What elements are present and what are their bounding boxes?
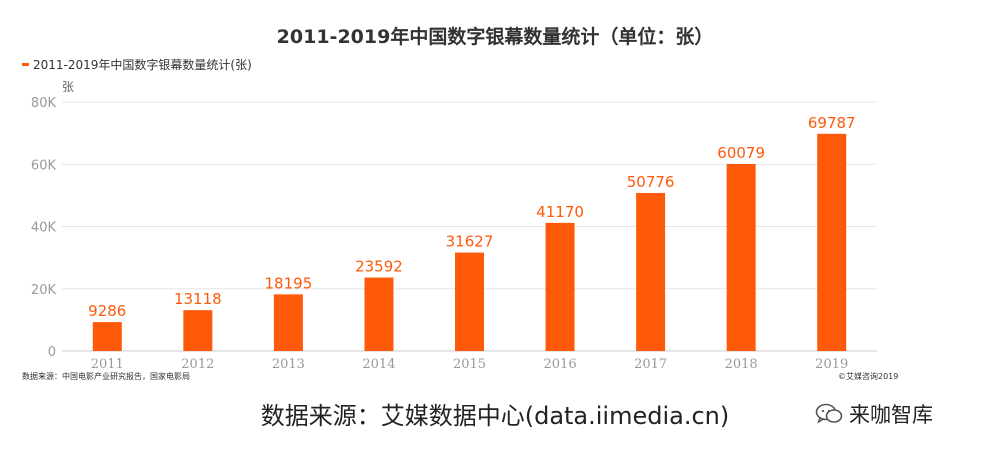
data-label: 13118 bbox=[174, 290, 222, 308]
x-tick-label: 2012 bbox=[181, 357, 214, 372]
wechat-icon bbox=[815, 403, 843, 424]
data-label: 50776 bbox=[627, 173, 675, 191]
bar bbox=[726, 164, 756, 351]
data-label: 31627 bbox=[446, 233, 494, 251]
footer-source: 数据来源：艾媒数据中心(data.iimedia.cn) bbox=[260, 402, 730, 430]
data-label: 69787 bbox=[808, 114, 856, 132]
x-tick-label: 2019 bbox=[815, 357, 848, 372]
x-tick-label: 2013 bbox=[272, 357, 305, 372]
brand-name: 来咖智库 bbox=[849, 403, 933, 427]
legend-label: 2011-2019年中国数字银幕数量统计(张) bbox=[33, 58, 252, 72]
data-label: 18195 bbox=[265, 274, 313, 292]
data-label: 23592 bbox=[355, 258, 403, 276]
legend-swatch bbox=[22, 63, 29, 66]
bar bbox=[636, 192, 666, 351]
copyright-note: ©艾媒咨询2019 bbox=[838, 372, 899, 381]
y-tick-label: 60K bbox=[31, 158, 57, 173]
bar bbox=[817, 133, 847, 351]
brand: 来咖智库 bbox=[815, 399, 933, 429]
bar bbox=[92, 322, 122, 351]
data-label: 9286 bbox=[88, 302, 126, 320]
y-axis-label: 张 bbox=[62, 80, 74, 94]
bar bbox=[545, 222, 575, 351]
chart-title: 2011-2019年中国数字银幕数量统计（单位：张） bbox=[276, 26, 714, 48]
x-tick-label: 2017 bbox=[634, 357, 667, 372]
y-tick-label: 40K bbox=[31, 221, 57, 236]
bar bbox=[455, 252, 484, 351]
y-tick-label: 0 bbox=[48, 345, 56, 360]
bar bbox=[183, 310, 213, 351]
y-tick-label: 80K bbox=[31, 96, 57, 111]
data-label: 41170 bbox=[536, 203, 584, 221]
legend: 2011-2019年中国数字银幕数量统计(张) bbox=[22, 56, 252, 73]
x-tick-label: 2018 bbox=[725, 357, 758, 372]
bar bbox=[273, 294, 303, 351]
x-tick-label: 2016 bbox=[544, 357, 577, 372]
x-tick-label: 2014 bbox=[362, 357, 395, 372]
bar bbox=[364, 277, 394, 351]
y-tick-label: 20K bbox=[31, 283, 57, 298]
x-tick-label: 2011 bbox=[91, 357, 124, 372]
data-label: 60079 bbox=[717, 144, 765, 162]
x-tick-label: 2015 bbox=[453, 357, 486, 372]
source-note: 数据来源：中国电影产业研究报告，国家电影局 bbox=[22, 372, 190, 381]
